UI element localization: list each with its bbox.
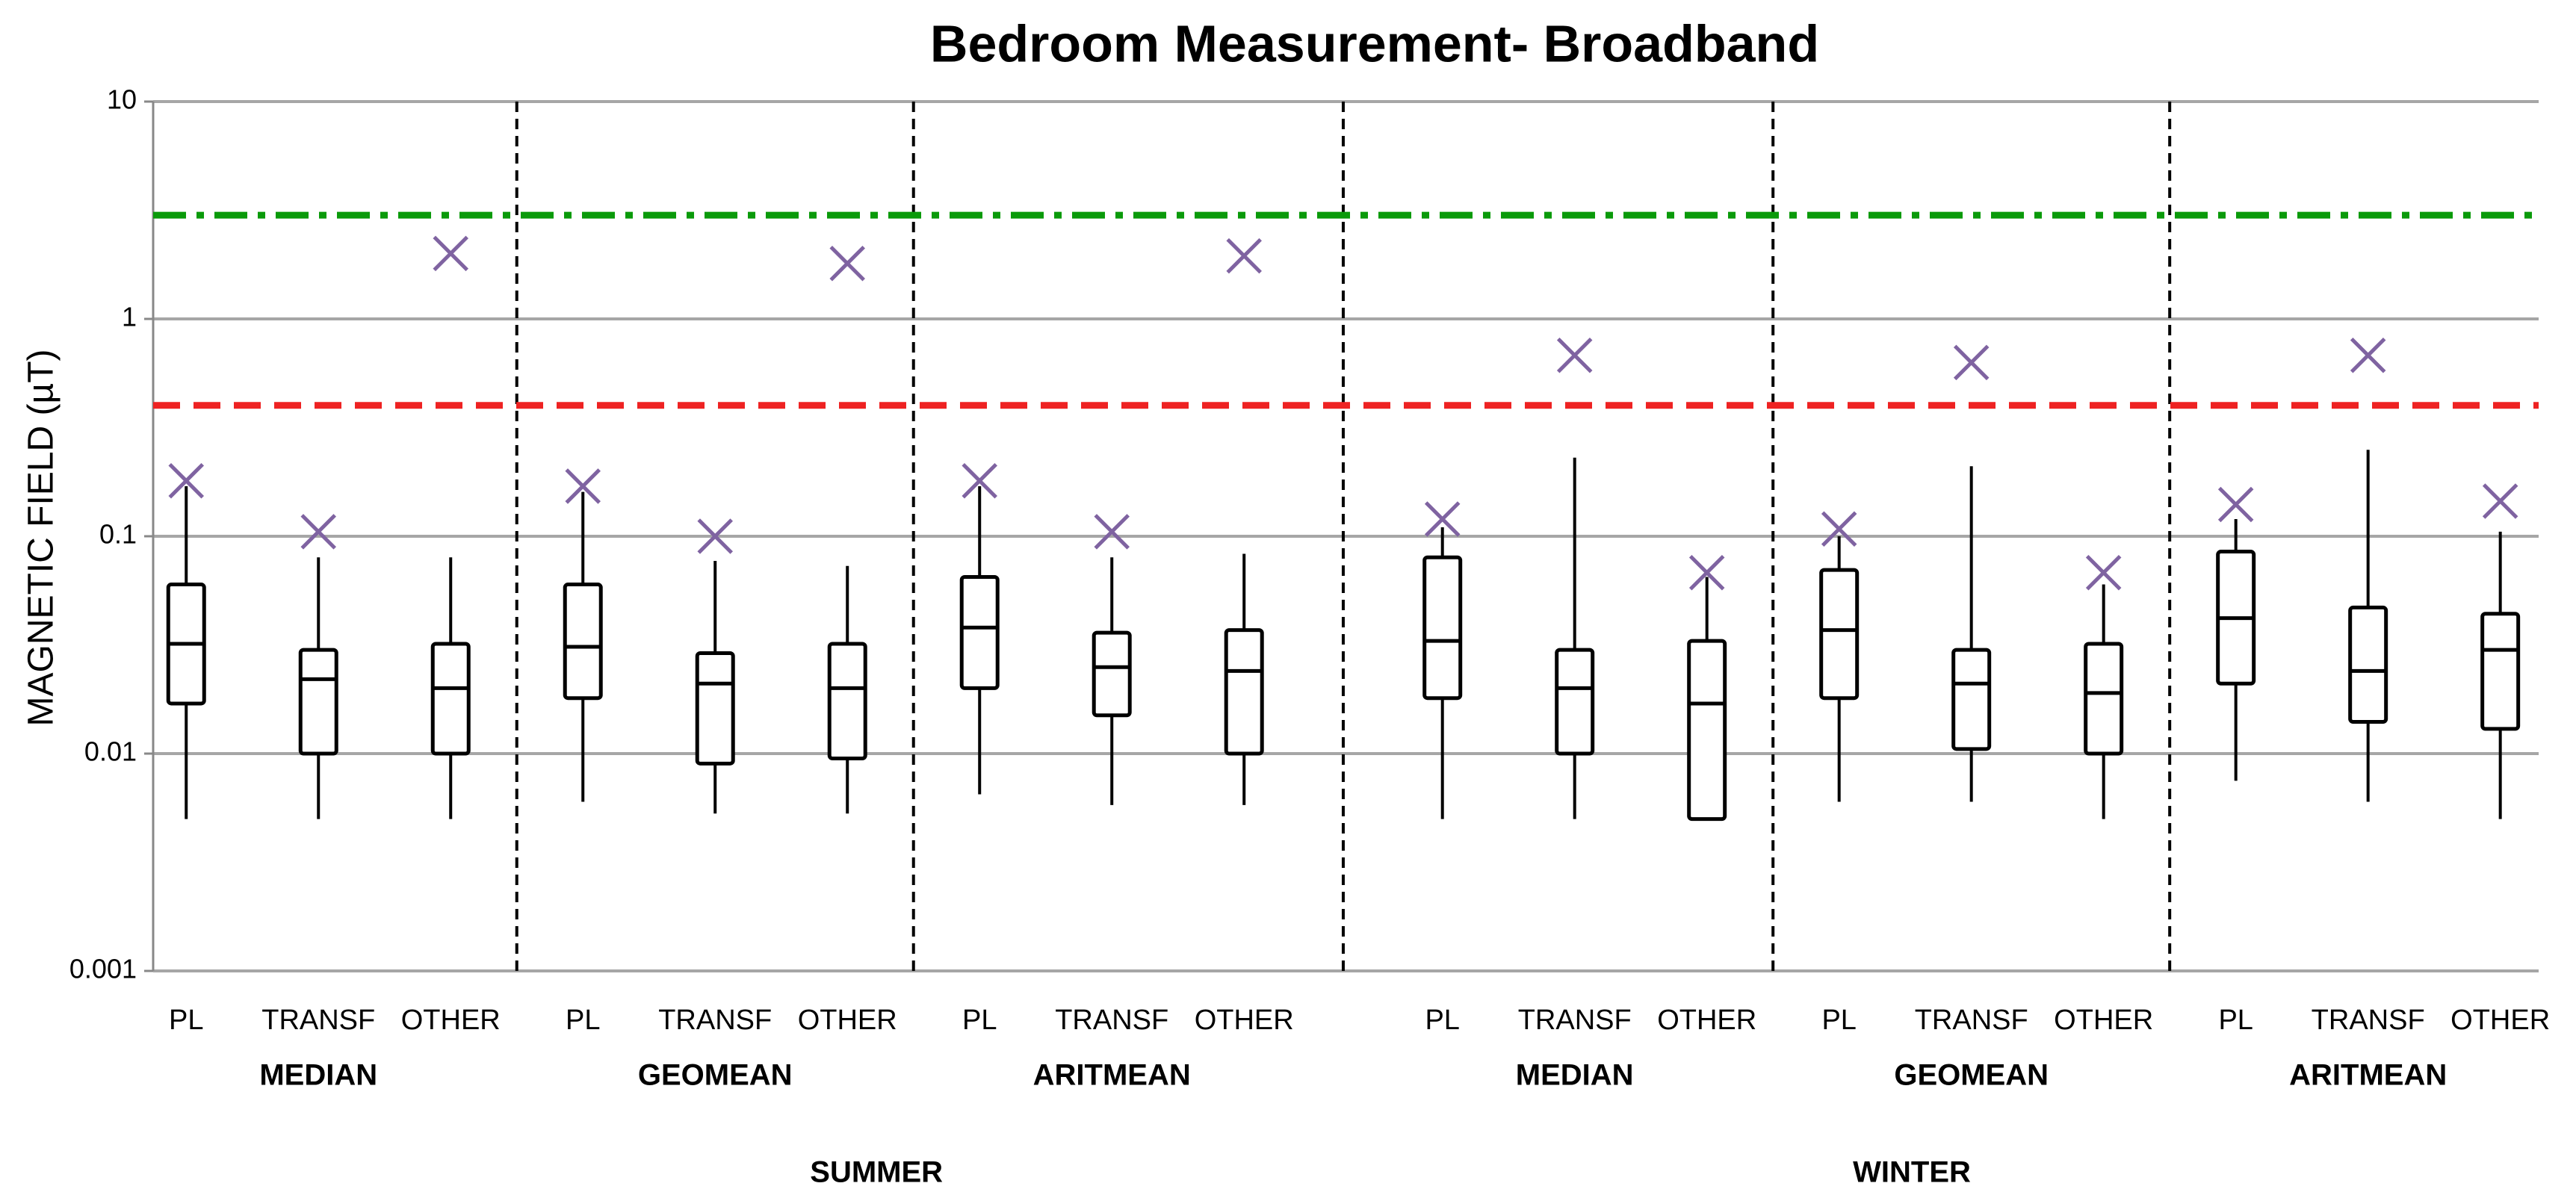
group-label: GEOMEAN (638, 1059, 793, 1092)
box (430, 642, 471, 756)
x-tick-label: TRANSF (1915, 1005, 2028, 1036)
marker (565, 468, 601, 504)
box (298, 648, 338, 756)
x-tick-label: OTHER (1657, 1005, 1756, 1036)
x-tick-label: PL (1821, 1005, 1856, 1036)
marker (1688, 554, 1725, 591)
x-tick-label: PL (169, 1005, 203, 1036)
box (1951, 648, 1992, 751)
season-label: WINTER (1853, 1156, 1971, 1189)
marker (1226, 238, 1262, 274)
box (1687, 639, 1727, 822)
group-label: GEOMEAN (1894, 1059, 2049, 1092)
marker (1821, 511, 1857, 547)
marker (1556, 337, 1593, 373)
box (2480, 612, 2521, 731)
x-tick-label: OTHER (401, 1005, 501, 1036)
marker (2085, 554, 2122, 591)
marker (1953, 344, 1990, 381)
box (1819, 568, 1860, 701)
y-tick-label: 1 (122, 302, 137, 332)
box (2084, 642, 2124, 756)
box (1422, 555, 1463, 701)
chart-title: Bedroom Measurement- Broadband (930, 14, 1819, 72)
x-tick-label: PL (566, 1005, 600, 1036)
x-tick-label: OTHER (2054, 1005, 2153, 1036)
marker (2217, 486, 2254, 523)
box (695, 651, 735, 766)
x-tick-label: TRANSF (1518, 1005, 1632, 1036)
group-label: ARITMEAN (2289, 1059, 2447, 1092)
marker (1424, 501, 1461, 537)
marker (962, 462, 997, 499)
box (1092, 630, 1132, 718)
x-tick-label: PL (1425, 1005, 1459, 1036)
box (2348, 605, 2388, 724)
marker (433, 235, 469, 272)
y-tick-label: 0.1 (99, 519, 137, 550)
y-tick-label: 0.001 (69, 954, 137, 984)
group-label: MEDIAN (259, 1059, 377, 1092)
group-label: ARITMEAN (1033, 1059, 1191, 1092)
marker (697, 518, 733, 554)
x-tick-label: TRANSF (261, 1005, 375, 1036)
box (1555, 648, 1595, 756)
group-label: MEDIAN (1516, 1059, 1634, 1092)
marker (300, 514, 337, 550)
marker (1094, 514, 1130, 550)
x-tick-label: TRANSF (658, 1005, 772, 1036)
x-tick-label: OTHER (2450, 1005, 2550, 1036)
marker (2350, 337, 2386, 373)
box (1224, 628, 1264, 756)
y-tick-label: 10 (107, 84, 137, 115)
y-tick-label: 0.01 (84, 736, 137, 767)
box (563, 583, 603, 701)
x-tick-label: OTHER (798, 1005, 897, 1036)
y-axis-label: MAGNETIC FIELD (µT) (22, 350, 61, 727)
x-tick-label: TRANSF (1055, 1005, 1168, 1036)
x-tick-label: PL (2218, 1005, 2253, 1036)
box (827, 642, 867, 760)
marker (168, 462, 205, 499)
marker (2482, 483, 2518, 519)
x-tick-label: PL (962, 1005, 997, 1036)
x-tick-label: OTHER (1195, 1005, 1294, 1036)
marker (829, 245, 865, 282)
box (959, 574, 1000, 690)
x-tick-label: TRANSF (2312, 1005, 2425, 1036)
season-label: SUMMER (810, 1156, 943, 1189)
